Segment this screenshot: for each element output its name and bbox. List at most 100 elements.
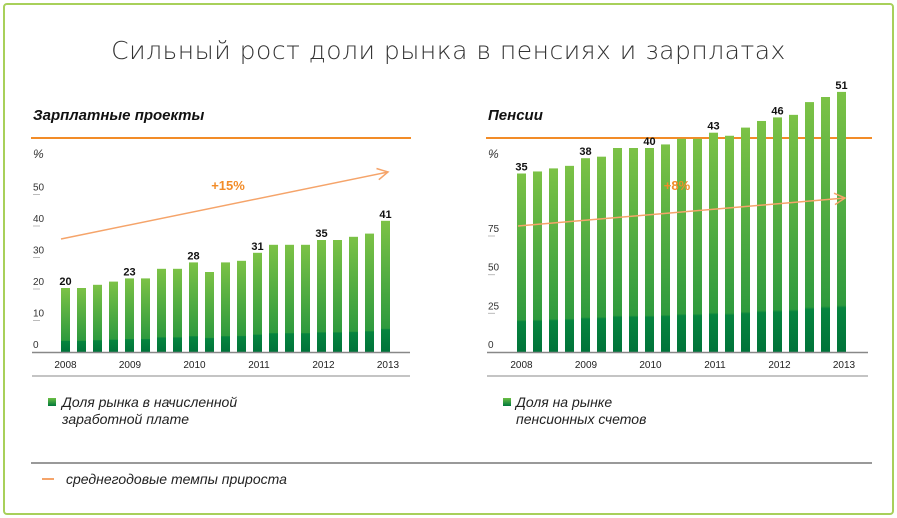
bar [77, 288, 86, 352]
data-label: 28 [187, 250, 199, 262]
trend-label: +8% [664, 178, 691, 193]
y-tick-label: 50 [488, 263, 500, 274]
bar [549, 168, 558, 352]
bar [837, 91, 846, 353]
data-label: 43 [707, 121, 719, 133]
bar [757, 120, 766, 352]
data-label: 35 [515, 162, 527, 174]
page-title: Сильный рост доли рынка в пенсиях и зарп… [111, 36, 786, 65]
y-tick-label: 0 [33, 340, 39, 351]
trend-label: +15% [211, 178, 245, 193]
bar [221, 262, 230, 352]
bar [205, 272, 214, 352]
y-axis-unit: % [488, 147, 499, 161]
bar [565, 165, 574, 352]
bar [661, 144, 670, 352]
trend-legend-swatch [42, 478, 54, 480]
divider [31, 462, 872, 464]
bar [821, 97, 830, 352]
bar [645, 148, 654, 352]
bar [301, 244, 310, 352]
bar [789, 114, 798, 352]
bar [189, 262, 198, 352]
frame [3, 3, 894, 515]
data-label: 38 [579, 146, 591, 158]
legend-line: заработной плате [62, 411, 190, 427]
bar [741, 127, 750, 352]
chart-title-salary: Зарплатные проекты [33, 107, 205, 124]
legend-salary: Доля рынка в начисленной заработной плат… [62, 394, 237, 428]
y-tick-label: 10 [33, 309, 45, 320]
bar [709, 132, 718, 352]
bar [61, 288, 70, 352]
legend-line: Доля рынка в начисленной [62, 394, 238, 410]
y-tick-label: 25 [488, 301, 500, 312]
legend-line: Доля на рынке [516, 394, 613, 410]
bar [613, 148, 622, 352]
trend-arrowhead-icon [376, 167, 390, 181]
bar [629, 148, 638, 352]
trend-legend: среднегодовые темпы прироста [66, 471, 287, 487]
data-label: 51 [835, 80, 847, 92]
trend-line [60, 171, 389, 240]
bar [269, 244, 278, 352]
y-tick-label: 40 [33, 214, 45, 225]
bar [333, 240, 342, 352]
bar [253, 252, 262, 352]
bar [109, 281, 118, 352]
x-tick-label: 2013 [377, 360, 400, 371]
bar [581, 158, 590, 352]
bar [805, 102, 814, 352]
y-tick-label: 20 [33, 277, 45, 288]
bar [125, 278, 134, 352]
data-label: 20 [59, 276, 71, 288]
trend-line [517, 197, 846, 227]
x-tick-label: 2013 [833, 360, 856, 371]
chart-title-pensions: Пенсии [488, 107, 543, 124]
y-tick-label: 30 [33, 246, 45, 257]
legend-pensions: Доля на рынке пенсионных счетов [516, 394, 646, 428]
y-tick-label: 50 [33, 183, 45, 194]
data-label: 40 [643, 136, 655, 148]
bar [517, 173, 526, 352]
bar [533, 171, 542, 352]
bar [285, 244, 294, 352]
title-rule [486, 137, 872, 139]
x-tick-label: 2010 [639, 360, 662, 371]
bar [365, 233, 374, 352]
data-label: 35 [315, 228, 327, 240]
bar [597, 156, 606, 352]
y-tick-label: 75 [488, 224, 500, 235]
bar [317, 240, 326, 352]
bar [693, 138, 702, 352]
bar [157, 268, 166, 352]
data-label: 31 [251, 241, 263, 253]
legend-swatch [48, 398, 56, 406]
x-tick-label: 2011 [248, 360, 270, 371]
title-rule [31, 137, 411, 139]
trend-arrowhead-icon [833, 192, 847, 206]
x-tick-label: 2009 [575, 360, 598, 371]
bar [349, 236, 358, 352]
legend-line: пенсионных счетов [516, 411, 647, 427]
bar [381, 220, 390, 352]
bar [237, 260, 246, 352]
bar [677, 138, 686, 352]
legend-swatch [503, 398, 511, 406]
bar [773, 117, 782, 353]
x-tick-label: 2011 [704, 360, 726, 371]
x-tick-label: 2012 [312, 360, 335, 371]
y-axis-unit: % [33, 147, 44, 161]
x-tick-label: 2009 [119, 360, 142, 371]
data-label: 23 [123, 266, 135, 278]
bar [725, 135, 734, 352]
bar [141, 278, 150, 352]
y-tick-label: 0 [488, 340, 494, 351]
x-tick-label: 2012 [768, 360, 791, 371]
x-tick-label: 2008 [510, 360, 533, 371]
bar [173, 268, 182, 352]
bar [93, 284, 102, 352]
data-label: 46 [771, 105, 783, 117]
data-label: 41 [379, 209, 391, 221]
